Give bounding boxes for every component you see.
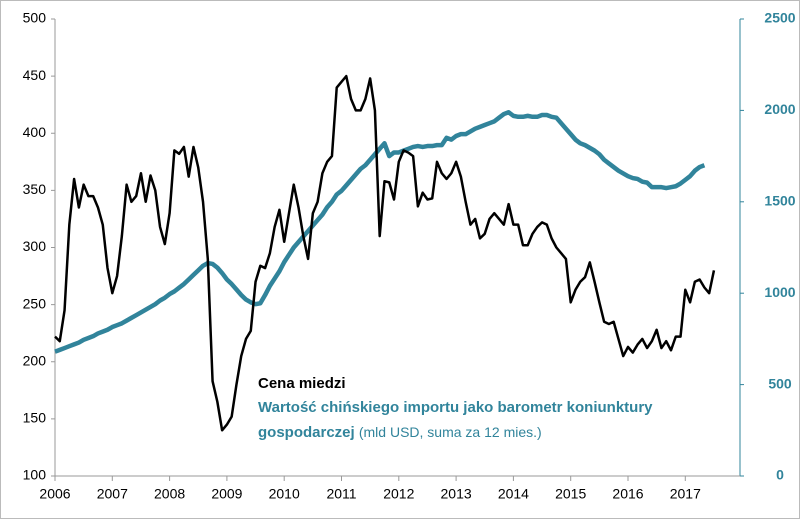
legend-entry: Cena miedzi [258, 375, 346, 392]
legend-label: Wartość chińskiego importu jako barometr… [258, 399, 653, 441]
legend-entry: Wartość chińskiego importu jako barometr… [258, 396, 728, 445]
x-tick-label: 2014 [498, 486, 529, 502]
y2-tick-label: 1500 [764, 193, 795, 209]
legend: Cena miedzi Wartość chińskiego importu j… [258, 372, 728, 445]
y2-tick-label: 0 [776, 467, 784, 483]
x-tick-label: 2009 [211, 486, 242, 502]
x-tick-label: 2008 [154, 486, 185, 502]
x-tick-label: 2011 [326, 486, 356, 502]
series-line [54, 109, 706, 354]
y-tick-label: 400 [23, 124, 47, 140]
x-tick-label: 2016 [612, 486, 643, 502]
y2-tick-label: 500 [768, 375, 792, 391]
y-tick-label: 250 [23, 295, 47, 311]
x-tick-label: 2013 [441, 486, 472, 502]
y-tick-label: 350 [23, 181, 47, 197]
x-tick-label: 2010 [269, 486, 300, 502]
y-tick-label: 500 [23, 10, 47, 26]
x-tick-label: 2007 [97, 486, 128, 502]
unit-note: (mld USD, suma za 12 mies.) [358, 424, 542, 440]
y-tick-label: 100 [23, 467, 47, 483]
y-tick-label: 150 [23, 410, 47, 426]
x-tick-label: 2012 [383, 486, 414, 502]
x-tick-label: 2006 [39, 486, 70, 502]
x-tick-label: 2017 [670, 486, 701, 502]
y2-tick-label: 2500 [764, 10, 795, 26]
y-tick-label: 450 [23, 67, 47, 83]
y-tick-label: 300 [23, 238, 47, 254]
x-tick-label: 2015 [555, 486, 586, 502]
y2-tick-label: 2000 [764, 101, 795, 117]
y2-tick-label: 1000 [764, 284, 795, 300]
y-tick-label: 200 [23, 352, 47, 368]
series-line [54, 74, 716, 432]
